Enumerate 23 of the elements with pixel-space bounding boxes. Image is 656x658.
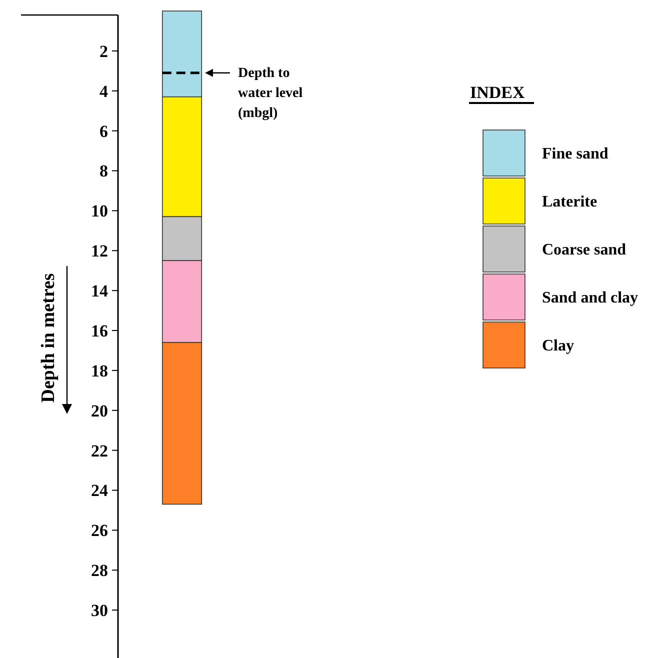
text: Sand and clay bbox=[542, 290, 638, 307]
y-tick-label: 8 bbox=[100, 162, 108, 181]
y-tick-label: 26 bbox=[91, 521, 108, 540]
y-tick-label: 30 bbox=[91, 601, 108, 620]
y-tick-label: 22 bbox=[91, 441, 108, 460]
y-tick-label: 10 bbox=[91, 202, 108, 221]
y-tick-label: 18 bbox=[91, 361, 108, 380]
y-tick-label: 4 bbox=[100, 82, 108, 101]
text: Coarse sand bbox=[542, 242, 626, 259]
text: Clay bbox=[542, 338, 574, 355]
y-tick-label: 16 bbox=[91, 321, 108, 340]
y-tick-label: 24 bbox=[91, 481, 108, 500]
y-tick-label: 2 bbox=[100, 42, 108, 61]
y-tick-label: 14 bbox=[91, 282, 108, 301]
legend-title: INDEX bbox=[470, 83, 526, 102]
text: Laterite bbox=[542, 194, 598, 211]
y-axis-title: Depth in metres bbox=[38, 273, 59, 403]
y-tick-label: 20 bbox=[91, 401, 108, 420]
text: Fine sand bbox=[542, 146, 608, 163]
y-tick-label: 28 bbox=[91, 561, 108, 580]
y-tick-label: 12 bbox=[91, 242, 108, 261]
legend-label: Depth to water level (mbgl) bbox=[238, 66, 303, 121]
y-tick-label: 6 bbox=[100, 122, 108, 141]
